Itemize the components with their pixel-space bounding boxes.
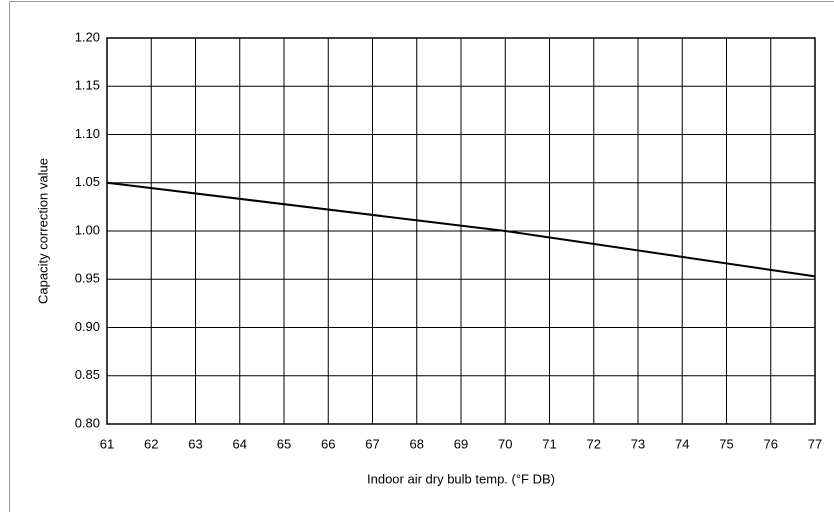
- x-tick-label: 61: [100, 436, 114, 451]
- x-tick-label: 65: [277, 436, 291, 451]
- x-tick-label: 69: [454, 436, 468, 451]
- x-tick-label: 76: [764, 436, 778, 451]
- x-tick-label: 70: [498, 436, 512, 451]
- plot-border: [106, 37, 816, 425]
- y-tick-label: 0.85: [75, 367, 100, 382]
- x-tick-label: 74: [675, 436, 689, 451]
- y-axis-title: Capacity correction value: [35, 158, 50, 304]
- y-tick-label: 1.00: [75, 222, 100, 237]
- y-tick-label: 1.10: [75, 126, 100, 141]
- x-tick-label: 67: [365, 436, 379, 451]
- y-tick-label: 0.80: [75, 415, 100, 430]
- x-tick-label: 62: [144, 436, 158, 451]
- y-tick-label: 0.90: [75, 319, 100, 334]
- x-axis-title: Indoor air dry bulb temp. (°F DB): [367, 471, 555, 486]
- x-tick-label: 68: [410, 436, 424, 451]
- data-line: [106, 181, 816, 278]
- y-tick-label: 0.95: [75, 271, 100, 286]
- x-tick-label: 63: [188, 436, 202, 451]
- y-tick-label: 1.05: [75, 174, 100, 189]
- x-tick-label: 77: [808, 436, 822, 451]
- x-tick-label: 66: [321, 436, 335, 451]
- x-tick-label: 75: [719, 436, 733, 451]
- x-tick-label: 72: [587, 436, 601, 451]
- x-tick-label: 71: [542, 436, 556, 451]
- x-tick-label: 64: [233, 436, 247, 451]
- x-tick-label: 73: [631, 436, 645, 451]
- y-tick-label: 1.20: [75, 29, 100, 44]
- y-tick-label: 1.15: [75, 78, 100, 93]
